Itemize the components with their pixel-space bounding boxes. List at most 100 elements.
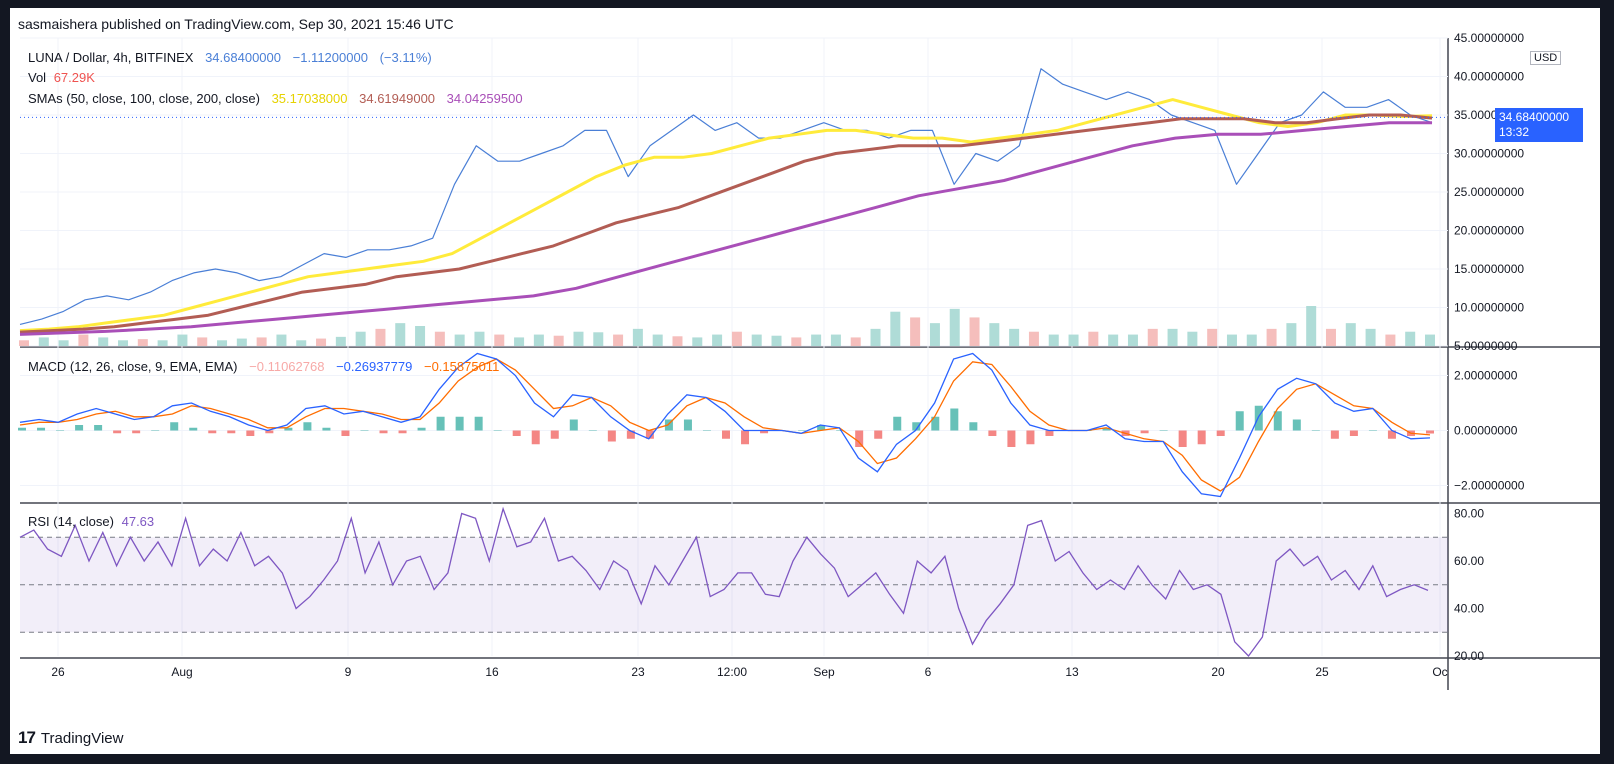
volume-bar	[98, 337, 109, 346]
macd-histogram-bar	[398, 430, 407, 434]
macd-histogram-bar	[855, 430, 864, 447]
y-tick-label: 45.00000000	[1454, 31, 1524, 45]
volume-bar	[712, 334, 723, 346]
macd-histogram-bar	[836, 430, 845, 431]
macd-value: −0.26937779	[336, 359, 413, 374]
rsi-label[interactable]: RSI (14, close)	[28, 514, 114, 529]
volume-bar	[1187, 331, 1198, 346]
volume-bar	[1028, 331, 1039, 346]
volume-bar	[1266, 328, 1277, 346]
volume-bar	[1088, 331, 1099, 346]
volume-bar	[1385, 334, 1396, 346]
volume-bar	[256, 337, 267, 346]
macd-histogram-bar	[950, 408, 959, 431]
volume-bar	[474, 331, 485, 346]
macd-histogram-bar	[760, 430, 769, 434]
volume-bar	[118, 340, 129, 346]
macd-histogram-bar	[512, 430, 521, 436]
volume-bar	[58, 340, 69, 346]
volume-bar	[494, 334, 505, 346]
macd-histogram-bar	[379, 430, 388, 434]
volume-bar	[613, 334, 624, 346]
macd-histogram-bar	[37, 427, 46, 431]
x-tick-label: 9	[345, 665, 352, 679]
macd-histogram-bar	[1387, 430, 1396, 439]
volume-bar	[355, 331, 366, 346]
macd-histogram-bar	[1216, 430, 1225, 436]
macd-histogram-bar	[208, 430, 217, 434]
x-tick-label: Sep	[813, 665, 835, 679]
volume-bar	[1068, 334, 1079, 346]
macd-label[interactable]: MACD (12, 26, close, 9, EMA, EMA)	[28, 359, 238, 374]
volume-label[interactable]: Vol	[28, 70, 47, 85]
volume-bar	[1147, 328, 1158, 346]
sma50-value: 35.17038000	[271, 91, 348, 106]
volume-bar	[870, 328, 881, 346]
volume-bar	[593, 332, 604, 346]
macd-histogram-bar	[455, 416, 464, 431]
volume-bar	[692, 337, 703, 346]
volume-bar	[910, 317, 921, 346]
sma-legend: SMAs (50, close, 100, close, 200, close)…	[28, 91, 531, 106]
symbol-title[interactable]: LUNA / Dollar, 4h, BITFINEX	[28, 50, 194, 65]
macd-histogram-bar	[493, 430, 502, 431]
x-tick-label: 13	[1065, 665, 1079, 679]
volume-bar	[890, 311, 901, 346]
tradingview-logo[interactable]: 17 TradingView	[18, 728, 123, 748]
sma200-value: 34.04259500	[446, 91, 523, 106]
volume-bar	[375, 328, 386, 346]
macd-histogram-bar	[1026, 430, 1035, 445]
volume-bar	[1226, 334, 1237, 346]
y-tick-label: 15.00000000	[1454, 262, 1524, 276]
macd-histogram-bar	[531, 430, 540, 445]
volume-value: 67.29K	[53, 70, 95, 85]
volume-bar	[1286, 323, 1297, 346]
volume-bar	[434, 331, 445, 346]
macd-histogram-bar	[874, 430, 883, 439]
macd-histogram-bar	[1007, 430, 1016, 447]
macd-histogram-bar	[436, 416, 445, 431]
macd-histogram-bar	[1235, 411, 1244, 431]
x-tick-label: 25	[1315, 665, 1329, 679]
volume-bar	[1306, 306, 1317, 346]
macd-histogram-bar	[284, 427, 293, 431]
volume-bar	[276, 334, 287, 346]
macd-histogram-bar	[1368, 430, 1377, 431]
volume-bar	[1246, 334, 1257, 346]
y-tick-label: 20.00	[1454, 649, 1484, 663]
macd-line	[19, 352, 1431, 498]
volume-bar	[1207, 328, 1218, 346]
macd-histogram-bar	[817, 425, 826, 431]
price-tag-time: 13:32	[1499, 125, 1530, 140]
volume-bar	[1345, 323, 1356, 346]
x-tick-label: Oc	[1432, 665, 1447, 679]
macd-histogram-bar	[569, 419, 578, 431]
macd-histogram-bar	[550, 430, 559, 439]
change-value: −1.11200000	[292, 50, 368, 65]
sma100-value: 34.61949000	[359, 91, 436, 106]
macd-histogram-bar	[626, 430, 635, 439]
macd-histogram-bar	[988, 430, 997, 436]
macd-histogram-bar	[18, 427, 26, 431]
x-tick-label: 12:00	[717, 665, 747, 679]
macd-histogram-bar	[417, 427, 426, 431]
macd-histogram-bar	[1349, 430, 1358, 436]
y-tick-label: 5.00000000	[1454, 339, 1518, 353]
volume-bar	[949, 308, 960, 346]
tradingview-brand-text: TradingView	[40, 729, 124, 747]
macd-histogram-bar	[341, 430, 350, 436]
volume-bar	[1048, 334, 1059, 346]
macd-histogram-bar	[1159, 430, 1168, 431]
sma-label[interactable]: SMAs (50, close, 100, close, 200, close)	[28, 91, 260, 106]
y-tick-label: 60.00	[1454, 554, 1484, 568]
volume-bar	[553, 335, 564, 346]
volume-bar	[1425, 334, 1435, 346]
chart-canvas[interactable]: 26 Aug 9 16 23 12:00 Sep 6 13 20 25 Oc 45.00000000 40…	[10, 8, 1600, 754]
macd-histogram-bar	[741, 430, 750, 445]
macd-histogram-bar	[246, 430, 255, 436]
macd-histogram-bar	[1140, 430, 1149, 434]
macd-histogram-bar	[893, 416, 902, 431]
currency-badge[interactable]: USD	[1530, 51, 1562, 65]
volume-bar	[1167, 328, 1178, 346]
volume-bar	[78, 334, 89, 346]
